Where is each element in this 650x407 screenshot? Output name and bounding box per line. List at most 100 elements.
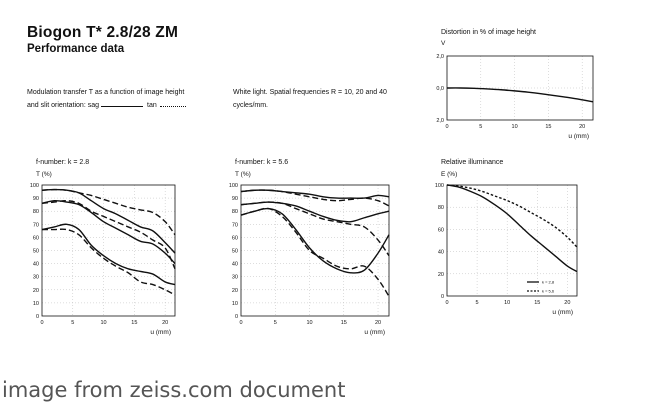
series-line-1	[240, 189, 390, 199]
chart-title: Distortion in % of image height	[441, 29, 536, 36]
y-axis-label: T (%)	[36, 171, 52, 178]
series-line-1	[446, 184, 578, 273]
y-axis-label: V	[441, 40, 446, 47]
x-axis-label: u (mm)	[364, 329, 385, 336]
x-tick-label: 5	[274, 320, 277, 326]
x-tick-label: 5	[479, 124, 482, 130]
page-title: Biogon T* 2.8/28 ZM	[27, 24, 179, 41]
x-tick-label: 15	[534, 300, 540, 306]
chart-2: f-number: k = 5.6 T (%) 0 5 10 15 20 0 10 20 30 40 5…	[229, 159, 390, 336]
tan-label: tan	[147, 102, 157, 109]
chart-3: Distortion in % of image height V 0 5 10 15 20…	[436, 29, 594, 140]
x-axis-label: u (mm)	[568, 133, 589, 140]
y-tick-label: 100	[229, 183, 238, 189]
mtf-description: Modulation transfer T as a function of i…	[27, 86, 186, 112]
x-tick-label: 5	[71, 320, 74, 326]
mtf-description-line2: and slit orientation: sag tan	[27, 99, 186, 112]
x-tick-label: 5	[476, 300, 479, 306]
x-tick-label: 20	[375, 320, 381, 326]
series-line-1	[446, 87, 594, 103]
y-tick-label: 80	[33, 209, 39, 215]
chart-1: f-number: k = 2.8 T (%) 0 5 10 15 20 0 10 20 30 40 5…	[30, 159, 176, 336]
source-caption: image from zeiss.com document	[2, 378, 346, 402]
y-tick-label: 20	[33, 288, 39, 294]
x-tick-label: 20	[579, 124, 585, 130]
y-tick-label: 80	[438, 205, 444, 211]
y-tick-label: 2,0	[436, 118, 444, 124]
y-tick-label: 100	[30, 183, 39, 189]
x-tick-label: 15	[131, 320, 137, 326]
y-tick-label: 10	[232, 301, 238, 307]
series-line-4	[41, 199, 176, 270]
x-tick-label: 10	[512, 124, 518, 130]
x-tick-label: 0	[445, 124, 448, 130]
series-line-5	[41, 223, 176, 286]
x-tick-label: 20	[162, 320, 168, 326]
page-subtitle: Performance data	[27, 43, 125, 55]
chart-4: Relative illuminance E (%) 0 5 10 15 20 0 20 40 60…	[435, 159, 578, 316]
plot-frame	[446, 184, 578, 297]
series-line-1	[41, 188, 176, 254]
series-line-2	[446, 184, 578, 248]
y-tick-label: 50	[33, 249, 39, 255]
x-axis-label: u (mm)	[552, 309, 573, 316]
chart-title: f-number: k = 5.6	[235, 159, 288, 166]
x-tick-label: 15	[341, 320, 347, 326]
series-line-6	[240, 207, 390, 297]
series-line-4	[240, 201, 390, 257]
y-tick-label: 60	[232, 235, 238, 241]
sag-line-sample	[101, 99, 143, 107]
y-tick-label: 90	[33, 196, 39, 202]
x-axis-label: u (mm)	[150, 329, 171, 336]
chart-title: Relative illuminance	[441, 159, 503, 166]
x-tick-label: 0	[445, 300, 448, 306]
chart-title: f-number: k = 2.8	[36, 159, 89, 166]
x-tick-label: 0	[40, 320, 43, 326]
white-light-line2: cycles/mm.	[233, 102, 268, 109]
y-tick-label: 70	[232, 222, 238, 228]
plot-frame	[41, 184, 176, 317]
y-tick-label: 0	[36, 314, 39, 320]
y-tick-label: 2,0	[436, 54, 444, 60]
y-tick-label: 70	[33, 222, 39, 228]
y-axis-label: E (%)	[441, 171, 457, 178]
x-tick-label: 10	[306, 320, 312, 326]
mtf-description-line1: Modulation transfer T as a function of i…	[27, 89, 185, 96]
y-tick-label: 60	[33, 235, 39, 241]
series-line-2	[41, 188, 176, 236]
series-line-2	[240, 189, 390, 207]
y-tick-label: 20	[232, 288, 238, 294]
y-tick-label: 40	[232, 262, 238, 268]
series-line-3	[41, 199, 176, 265]
y-tick-label: 0	[441, 294, 444, 300]
plot-frame	[240, 184, 390, 317]
y-tick-label: 20	[438, 272, 444, 278]
series-line-3	[240, 201, 390, 223]
y-tick-label: 60	[438, 227, 444, 233]
x-tick-label: 20	[564, 300, 570, 306]
y-tick-label: 30	[33, 275, 39, 281]
tan-line-sample	[159, 99, 186, 107]
series-line-6	[41, 228, 176, 296]
x-tick-label: 10	[101, 320, 107, 326]
y-tick-label: 0,0	[436, 86, 444, 92]
y-tick-label: 80	[232, 209, 238, 215]
white-light-description: White light. Spatial frequencies R = 10,…	[233, 86, 387, 112]
x-tick-label: 15	[545, 124, 551, 130]
white-light-line1: White light. Spatial frequencies R = 10,…	[233, 89, 387, 96]
y-tick-label: 40	[33, 262, 39, 268]
y-tick-label: 30	[232, 275, 238, 281]
y-tick-label: 40	[438, 250, 444, 256]
legend-label: k = 2,8	[542, 280, 555, 285]
series-line-5	[240, 207, 390, 274]
y-tick-label: 100	[435, 183, 444, 189]
sag-label: and slit orientation: sag	[27, 102, 99, 109]
x-tick-label: 10	[504, 300, 510, 306]
y-tick-label: 0	[235, 314, 238, 320]
y-tick-label: 50	[232, 249, 238, 255]
legend-label: k = 5,6	[542, 289, 555, 294]
y-tick-label: 90	[232, 196, 238, 202]
y-axis-label: T (%)	[235, 171, 251, 178]
x-tick-label: 0	[239, 320, 242, 326]
